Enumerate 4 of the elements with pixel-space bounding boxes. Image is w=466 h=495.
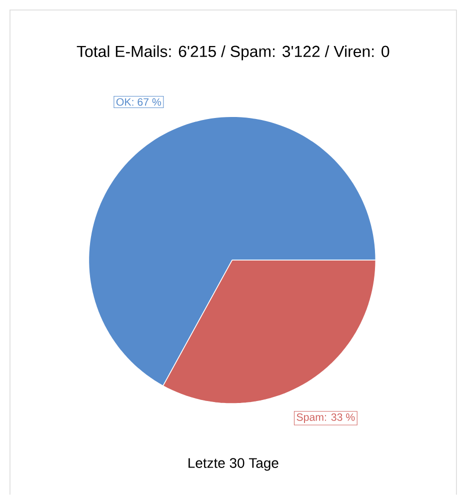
chart-title: Total E-Mails: 6'215 / Spam: 3'122 / Viren: 0 xyxy=(76,45,390,60)
slice-label: Spam: 33 % xyxy=(296,413,355,423)
slice-label: OK: 67 % xyxy=(116,98,161,106)
text: Letzte 30 Tage xyxy=(188,458,278,471)
